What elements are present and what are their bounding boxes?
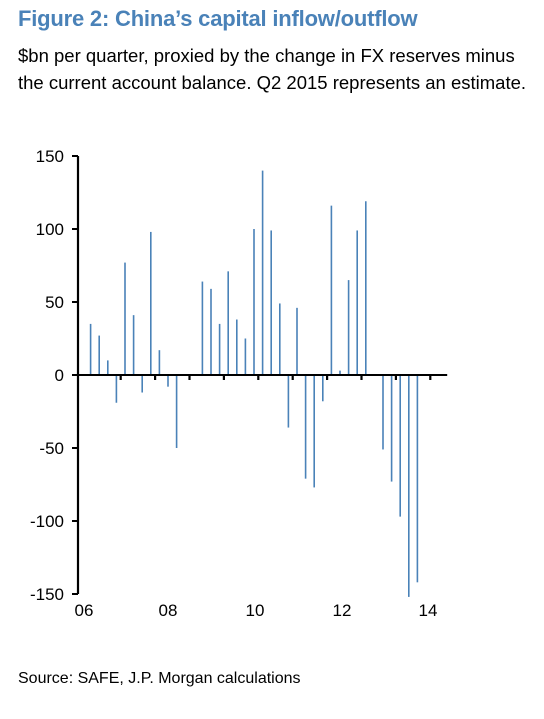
bar-2012Q4 <box>356 230 358 375</box>
bar-2006Q2 <box>132 315 135 375</box>
bar-2005Q4 <box>115 375 118 403</box>
bar-2008Q2 <box>201 281 204 375</box>
chart-subtitle: $bn per quarter, proxied by the change i… <box>18 45 527 93</box>
bar-2010Q2 <box>270 230 272 375</box>
bar-2009Q1 <box>227 271 229 375</box>
y-tick-label: -100 <box>30 512 64 531</box>
y-tick-label: 50 <box>45 293 64 312</box>
y-tick-label: 0 <box>55 366 64 385</box>
bar-2006Q4 <box>150 231 152 375</box>
bar-2009Q4 <box>253 229 255 375</box>
bar-2009Q2 <box>236 319 238 375</box>
bar-2013Q1 <box>365 201 367 375</box>
y-tick-label: 150 <box>36 147 64 166</box>
bar-2010Q1 <box>261 170 264 375</box>
bar-2014Q3 <box>416 375 419 583</box>
bar-2005Q2 <box>98 335 100 375</box>
bar-2011Q3 <box>313 375 315 488</box>
labels-layer: 150 100 50 0 -50 -100 -150 06 08 10 12 14 <box>30 147 437 620</box>
bar-2012Q2 <box>339 370 341 375</box>
bar-2011Q1 <box>296 307 298 375</box>
bar-2009Q3 <box>244 338 247 375</box>
x-tick-label: 10 <box>246 601 265 620</box>
bar-2006Q3 <box>141 375 143 393</box>
bar-2013Q4 <box>390 375 393 482</box>
bar-2005Q1 <box>89 323 92 375</box>
y-tick-label: -150 <box>30 585 64 604</box>
bar-2010Q4 <box>287 375 290 428</box>
bar-2011Q4 <box>322 375 324 402</box>
axes-layer <box>72 155 448 595</box>
bar-2010Q3 <box>279 303 281 375</box>
x-tick-label: 14 <box>419 601 438 620</box>
bar-2008Q4 <box>218 323 221 375</box>
bar-2014Q1 <box>399 375 401 517</box>
bar-2005Q3 <box>107 360 109 375</box>
x-tick-label: 06 <box>75 601 94 620</box>
bar-2014Q2 <box>408 375 410 597</box>
x-tick-label: 12 <box>333 601 352 620</box>
bars-layer <box>89 170 419 597</box>
y-tick-label: -50 <box>39 439 64 458</box>
bar-2007Q2 <box>167 375 169 387</box>
y-tick-label: 100 <box>36 220 64 239</box>
bar-2007Q3 <box>175 375 178 448</box>
bar-2008Q3 <box>210 288 212 375</box>
source-note: Source: SAFE, J.P. Morgan calculations <box>18 670 301 687</box>
bar-2013Q3 <box>382 375 384 450</box>
bar-2011Q2 <box>304 375 307 479</box>
chart-title: Figure 2: China’s capital inflow/outflow <box>18 6 418 31</box>
x-tick-label: 08 <box>159 601 178 620</box>
bar-2012Q3 <box>347 280 350 375</box>
bar-2012Q1 <box>330 205 333 375</box>
bar-2006Q1 <box>124 262 126 375</box>
bar-2007Q1 <box>158 350 161 375</box>
